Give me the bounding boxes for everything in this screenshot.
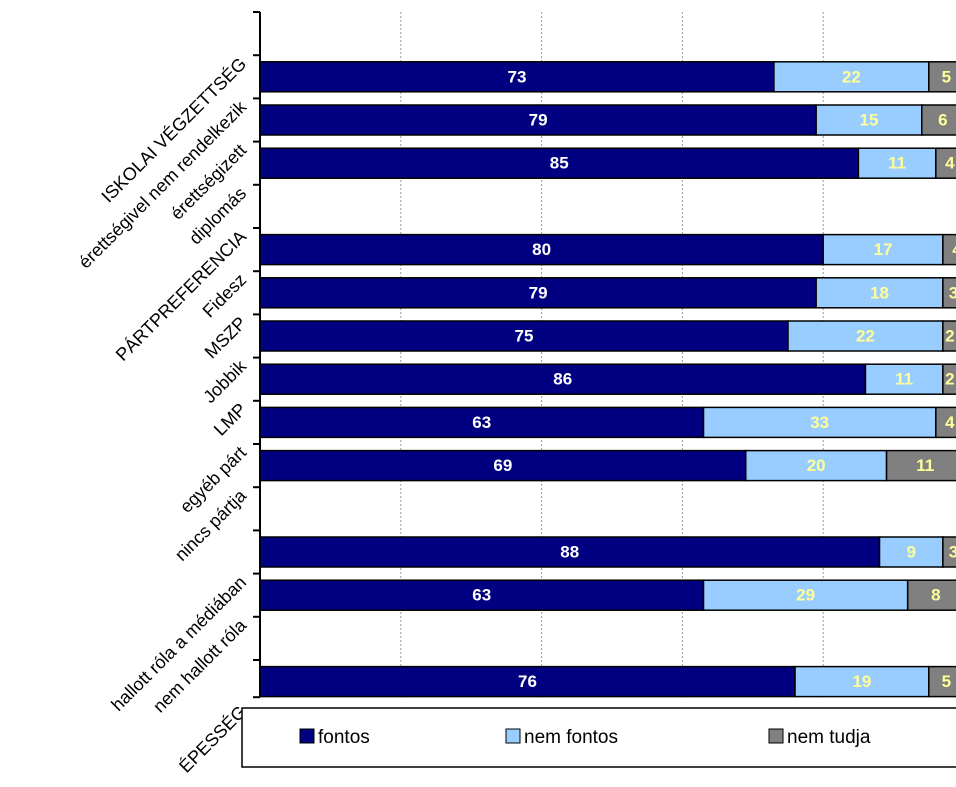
value-label: 22 — [842, 67, 861, 86]
value-label: 5 — [942, 672, 951, 691]
bar-segment — [928, 665, 956, 698]
value-label: 79 — [529, 283, 548, 302]
bar-segment — [259, 61, 775, 93]
value-label: 11 — [916, 456, 934, 475]
bar-segment — [857, 147, 937, 179]
legend-label: nem fontos — [524, 727, 618, 748]
value-label: 85 — [550, 154, 569, 173]
value-label: 5 — [942, 67, 951, 86]
bar-segment — [773, 61, 930, 93]
value-label: 15 — [859, 110, 878, 129]
bar-segment — [921, 104, 956, 136]
value-label: 3 — [949, 542, 956, 561]
value-label: 29 — [796, 586, 815, 605]
bar-segment — [259, 665, 796, 698]
legend-swatch — [505, 728, 521, 744]
value-label: 80 — [532, 240, 551, 259]
value-label: 86 — [553, 370, 572, 389]
legend-label: fontos — [318, 727, 370, 748]
value-label: 69 — [493, 456, 512, 475]
category-label: ÉPESSÉG — [175, 702, 250, 777]
bar-segment — [259, 449, 747, 482]
value-label: 11 — [895, 370, 913, 389]
bar-segment — [259, 277, 817, 309]
category-label: LMP — [210, 399, 250, 439]
bar-segment — [815, 104, 923, 136]
value-label: 17 — [874, 240, 893, 259]
bar-segment — [935, 147, 956, 179]
value-label: 88 — [560, 542, 579, 561]
bar-segment — [794, 665, 930, 698]
value-label: 73 — [507, 67, 526, 86]
bar-segment — [942, 536, 956, 568]
bar-segment — [878, 536, 944, 568]
bar-segment — [787, 320, 944, 352]
bar-segment — [702, 579, 909, 611]
value-label: 8 — [931, 586, 940, 605]
legend-swatch — [299, 728, 315, 744]
value-label: 75 — [515, 326, 534, 345]
legend-label: nem tudja — [787, 727, 871, 748]
bar-segment — [942, 233, 956, 266]
value-label: 19 — [852, 672, 871, 691]
bar-segment — [259, 363, 867, 395]
bar-segment — [259, 233, 824, 266]
bar-segment — [942, 320, 956, 352]
bar-segment — [864, 363, 944, 395]
value-label: 2 — [945, 370, 954, 389]
value-label: 22 — [856, 326, 875, 345]
bar-segment — [906, 579, 956, 611]
bar-segment — [259, 320, 789, 352]
value-label: 9 — [906, 542, 915, 561]
bar-segment — [942, 277, 956, 309]
value-label: 4 — [952, 240, 956, 259]
category-label: Jobbik — [199, 355, 251, 407]
bar-segment — [822, 233, 944, 266]
legend-box — [241, 707, 956, 768]
bar-segment — [885, 449, 956, 482]
value-label: 6 — [938, 110, 947, 129]
value-label: 63 — [472, 586, 491, 605]
value-label: 4 — [945, 413, 955, 432]
value-label: 63 — [472, 413, 491, 432]
bar-segment — [259, 406, 705, 439]
bar-segment — [259, 536, 881, 568]
value-label: 3 — [949, 283, 956, 302]
bar-segment — [928, 61, 956, 93]
value-label: 2 — [945, 326, 954, 345]
value-label: 33 — [810, 413, 829, 432]
value-label: 11 — [888, 154, 906, 173]
bar-segment — [942, 363, 956, 395]
value-label: 79 — [529, 110, 548, 129]
category-label: MSZP — [201, 313, 251, 363]
value-label: 4 — [945, 154, 955, 173]
legend-swatch — [768, 728, 784, 744]
value-label: 76 — [518, 672, 537, 691]
bar-segment — [702, 406, 937, 439]
bar-segment — [935, 406, 956, 439]
value-label: 18 — [870, 283, 889, 302]
value-label: 20 — [807, 456, 826, 475]
